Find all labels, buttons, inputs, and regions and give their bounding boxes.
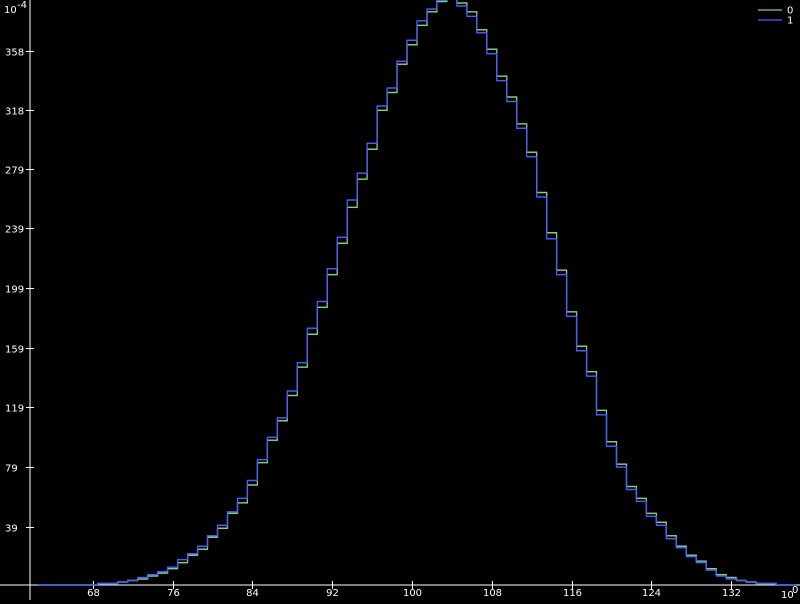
x-tick-label: 132 (722, 588, 741, 599)
legend-label: 0 (787, 6, 793, 17)
y-tick-label: 39 (5, 524, 18, 535)
x-tick-label: 108 (483, 588, 502, 599)
x-tick-label: 116 (563, 588, 582, 599)
y-tick-label: 119 (5, 404, 24, 415)
x-tick-label: 84 (246, 588, 259, 599)
series-0 (38, 0, 796, 586)
y-tick-label: 79 (5, 464, 18, 475)
y-exponent-label: 10 (4, 5, 17, 16)
x-tick-label: 124 (642, 588, 661, 599)
x-exponent-label: 10 (781, 590, 794, 600)
legend-item: 1 (758, 16, 793, 27)
x-tick-label: 92 (326, 588, 339, 599)
legend: 01 (758, 6, 793, 27)
x-tick-label: 68 (87, 588, 100, 599)
y-tick-label: 358 (5, 48, 24, 59)
series-line (38, 0, 796, 586)
legend-label: 1 (787, 16, 793, 27)
y-tick-label: 279 (5, 166, 24, 177)
y-tick-label: 159 (5, 345, 24, 356)
x-tick-label: 100 (403, 588, 422, 599)
series-line (38, 0, 796, 586)
y-exponent-sup: -4 (17, 0, 27, 11)
y-tick-label: 318 (5, 107, 24, 118)
y-tick-label: 239 (5, 225, 24, 236)
series-layer (38, 0, 796, 586)
x-tick-label: 76 (167, 588, 180, 599)
y-tick-label: 199 (5, 285, 24, 296)
x-exponent-sup: 0 (792, 585, 798, 596)
series-1 (38, 0, 796, 586)
legend-item: 0 (758, 6, 793, 17)
